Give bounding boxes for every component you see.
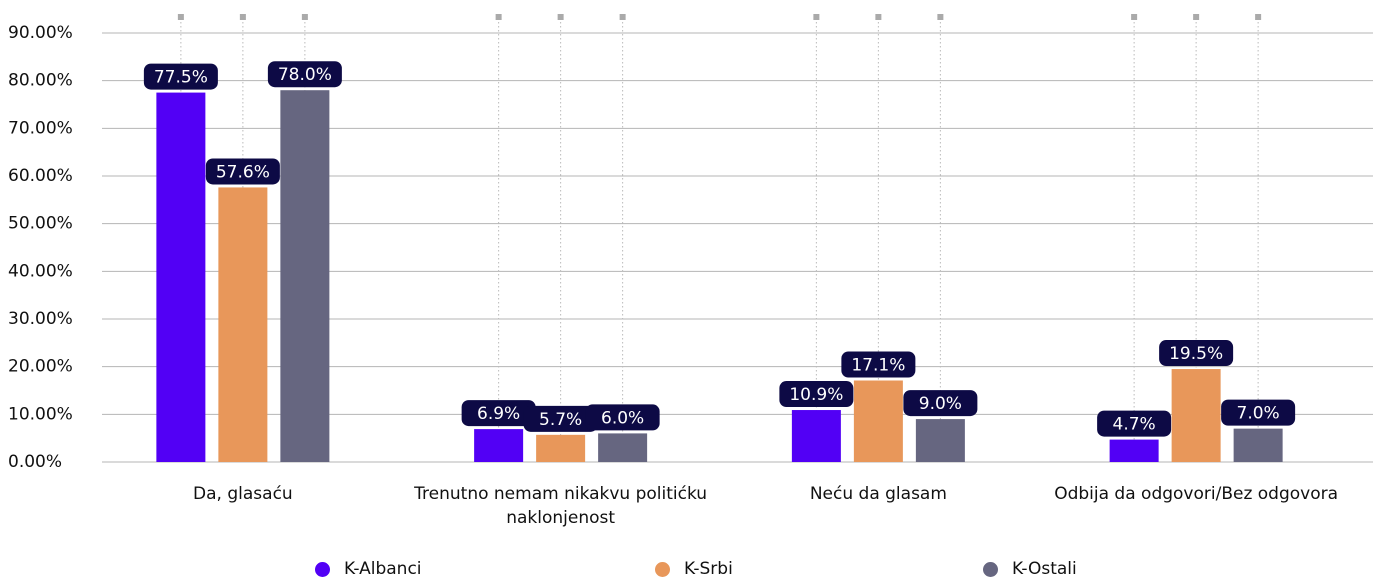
drop-marker (557, 14, 564, 20)
drop-marker (813, 14, 820, 20)
drop-marker (1193, 14, 1200, 20)
value-label: 4.7% (1113, 415, 1156, 435)
bar (1233, 428, 1283, 462)
bar (1109, 439, 1159, 462)
bar (915, 419, 965, 462)
value-label: 57.6% (216, 162, 270, 182)
value-label-bg (1097, 410, 1172, 437)
x-tick-label: Trenutno nemam nikakvu politićku naklonj… (414, 484, 708, 528)
y-tick-label: 10.00% (8, 404, 73, 424)
drop-marker (619, 14, 626, 20)
y-tick-label: 20.00% (8, 357, 73, 377)
value-label-bg (205, 158, 280, 185)
bar (791, 410, 841, 462)
bar (280, 90, 330, 462)
legend-swatch (315, 561, 330, 577)
bar (598, 433, 648, 462)
bar (1171, 369, 1221, 462)
legend-label: K-Albanci (344, 559, 422, 579)
drop-marker (177, 14, 184, 20)
value-label-bg (779, 381, 854, 408)
value-label-bg (841, 351, 916, 378)
y-tick-label: 40.00% (8, 261, 73, 281)
value-label-bg (1159, 340, 1234, 367)
legend-label: K-Srbi (684, 559, 733, 579)
value-label-bg (267, 61, 342, 88)
drop-marker (301, 14, 308, 20)
value-label: 6.0% (601, 408, 644, 428)
drop-marker (495, 14, 502, 20)
drop-marker (1255, 14, 1262, 20)
bar (474, 429, 524, 462)
drop-marker (239, 14, 246, 20)
value-label-bg (1221, 399, 1296, 426)
y-tick-label: 70.00% (8, 118, 73, 138)
value-label: 77.5% (154, 68, 208, 88)
drop-marker (937, 14, 944, 20)
y-tick-label: 30.00% (8, 309, 73, 329)
value-label: 17.1% (851, 355, 905, 375)
value-label: 9.0% (919, 394, 962, 414)
legend-swatch (655, 561, 670, 577)
x-tick-label: Da, glasaću (193, 484, 293, 504)
drop-marker (875, 14, 882, 20)
value-label: 10.9% (789, 385, 843, 405)
bar (156, 92, 206, 462)
value-label: 7.0% (1237, 404, 1280, 424)
legend-swatch (983, 561, 998, 577)
y-tick-label: 80.00% (8, 71, 73, 91)
value-label-bg (461, 400, 536, 427)
legend-label: K-Ostali (1012, 559, 1077, 579)
y-tick-label: 60.00% (8, 166, 73, 186)
value-label: 6.9% (477, 404, 520, 424)
bar (853, 380, 903, 462)
value-label-bg (903, 390, 978, 417)
value-label: 19.5% (1169, 344, 1223, 364)
value-label-bg (143, 63, 218, 90)
legend-item: K-Srbi (655, 559, 733, 579)
value-label-bg (523, 405, 598, 432)
value-label: 78.0% (278, 65, 332, 85)
y-tick-label: 50.00% (8, 214, 73, 234)
bar (536, 434, 586, 462)
value-label: 5.7% (539, 410, 582, 430)
value-label-bg (585, 404, 660, 431)
drop-marker (1131, 14, 1138, 20)
bar (218, 187, 268, 462)
x-tick-label: Neću da glasam (809, 484, 947, 504)
legend-item: K-Albanci (315, 559, 422, 579)
x-tick-label: Odbija da odgovori/Bez odgovora (1054, 484, 1339, 504)
legend-item: K-Ostali (983, 559, 1077, 579)
y-tick-label: 0.00% (8, 452, 62, 472)
y-tick-label: 90.00% (8, 23, 73, 43)
